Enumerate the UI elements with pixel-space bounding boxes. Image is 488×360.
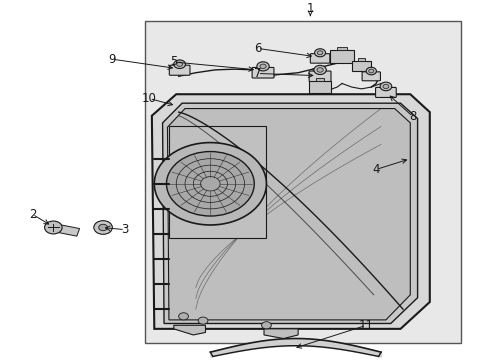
Circle shape	[198, 317, 207, 324]
Polygon shape	[168, 126, 266, 238]
FancyBboxPatch shape	[252, 67, 273, 78]
Text: 10: 10	[142, 92, 157, 105]
Circle shape	[261, 322, 271, 329]
Circle shape	[44, 221, 62, 234]
Bar	[329, 50, 353, 63]
Text: 4: 4	[372, 163, 379, 176]
Polygon shape	[167, 109, 409, 320]
Text: 11: 11	[358, 319, 373, 332]
Circle shape	[317, 51, 322, 55]
Polygon shape	[152, 94, 429, 329]
Circle shape	[178, 313, 188, 320]
Text: 8: 8	[408, 110, 416, 123]
Polygon shape	[173, 325, 205, 335]
Bar	[351, 60, 370, 71]
FancyBboxPatch shape	[375, 87, 395, 98]
Text: 5: 5	[170, 55, 177, 68]
FancyBboxPatch shape	[310, 54, 329, 63]
Polygon shape	[162, 103, 417, 324]
Circle shape	[382, 84, 388, 89]
Bar	[336, 47, 346, 50]
FancyBboxPatch shape	[169, 65, 190, 75]
Circle shape	[314, 49, 325, 57]
Circle shape	[260, 64, 265, 69]
Text: 9: 9	[108, 53, 115, 66]
Text: 2: 2	[29, 208, 36, 221]
Circle shape	[166, 152, 254, 216]
Polygon shape	[264, 329, 298, 338]
Circle shape	[256, 62, 269, 71]
Text: 1: 1	[306, 3, 313, 15]
Circle shape	[173, 60, 185, 68]
Circle shape	[99, 224, 107, 231]
Circle shape	[379, 82, 391, 91]
Circle shape	[154, 143, 266, 225]
Circle shape	[94, 221, 112, 234]
Circle shape	[176, 62, 182, 66]
Bar	[51, 224, 80, 236]
Text: 3: 3	[121, 223, 128, 236]
FancyBboxPatch shape	[362, 72, 380, 81]
Bar	[357, 58, 365, 60]
FancyBboxPatch shape	[308, 71, 330, 82]
Circle shape	[316, 68, 323, 72]
Text: 6: 6	[253, 42, 261, 55]
Circle shape	[366, 67, 376, 75]
Bar	[308, 81, 330, 93]
Circle shape	[368, 69, 373, 73]
Bar	[315, 78, 324, 81]
Circle shape	[313, 66, 325, 75]
Text: 7: 7	[253, 67, 261, 80]
Bar	[144, 21, 461, 343]
